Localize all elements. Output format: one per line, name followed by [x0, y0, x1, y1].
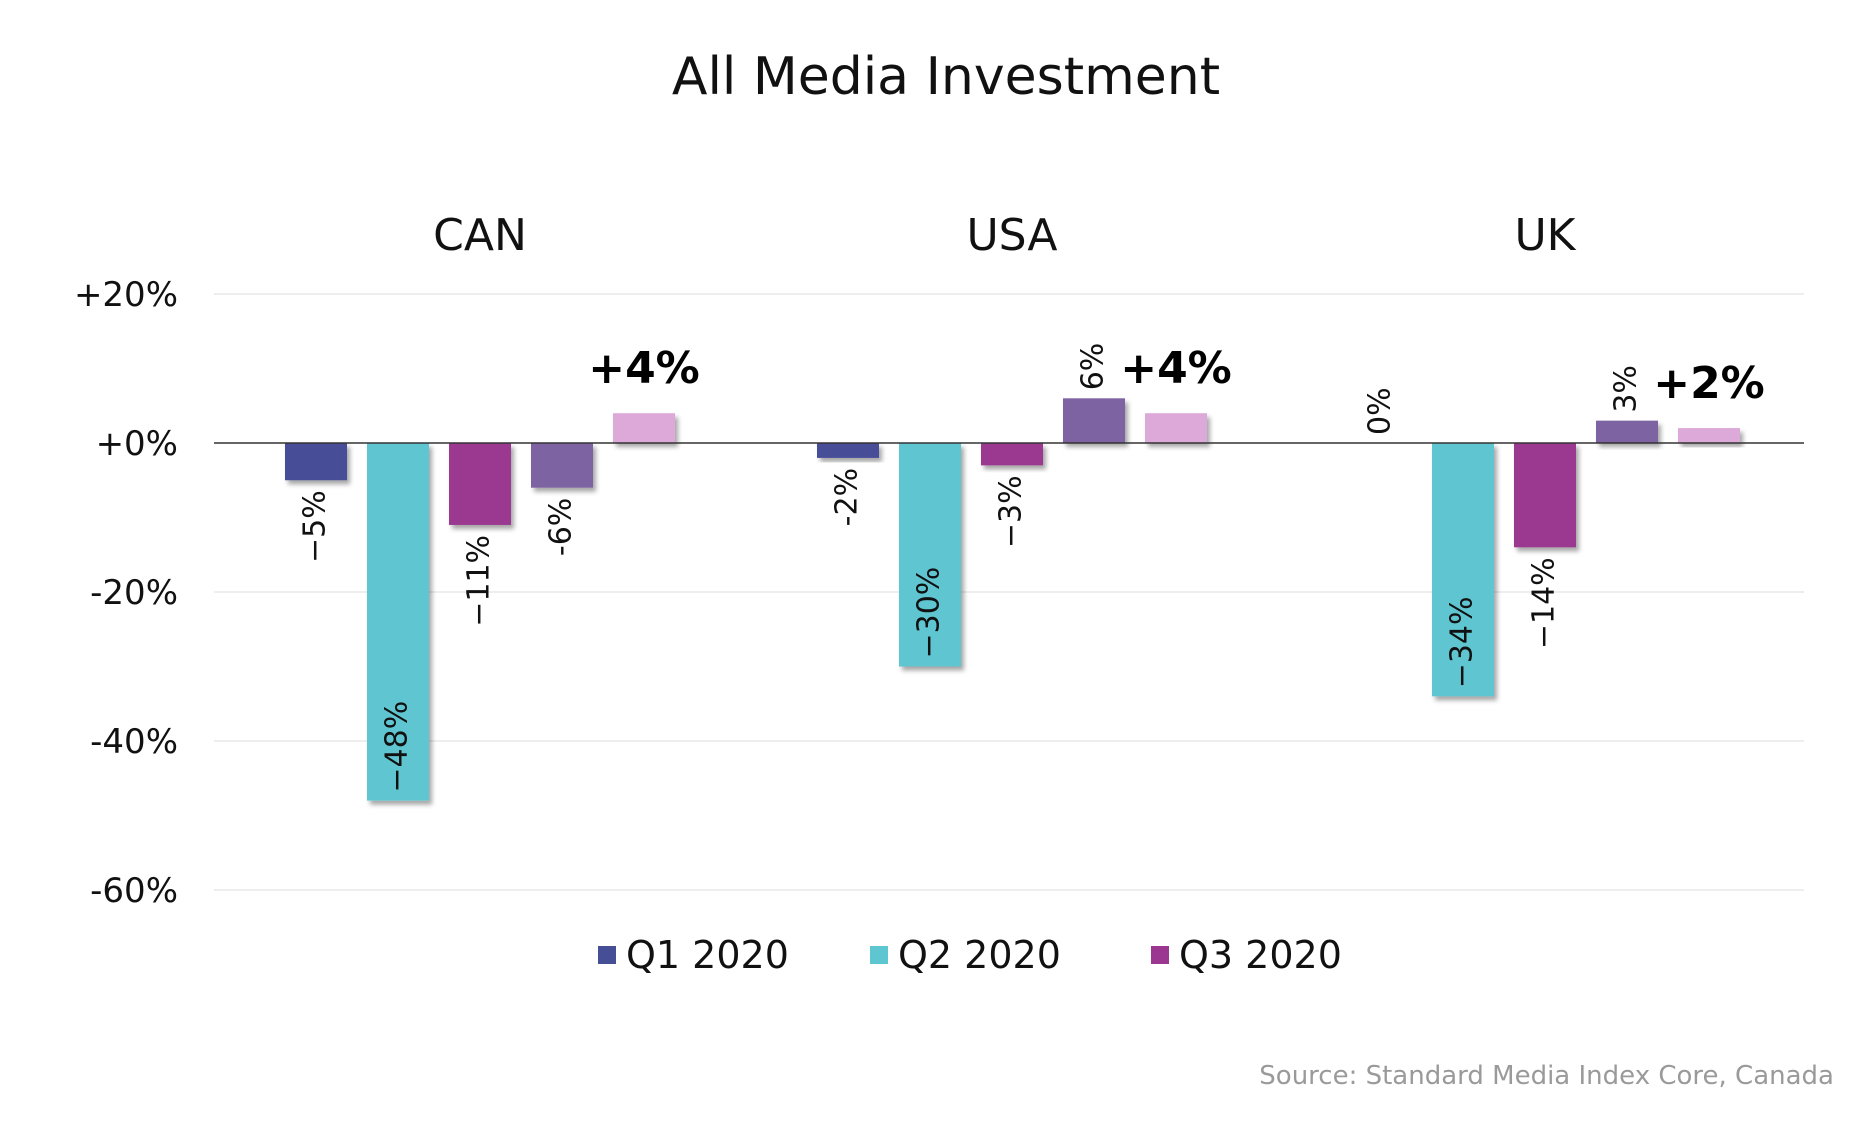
bar-uk-5 [1678, 428, 1740, 443]
bar-usa-4 [1063, 398, 1125, 443]
bar-label: 0% [1363, 387, 1398, 435]
group-labels: CAN USA UK [433, 210, 1577, 261]
bar-usa-3 [981, 443, 1043, 466]
bar-uk-4 [1596, 420, 1658, 443]
bars [285, 398, 1740, 801]
y-tick-label: +0% [96, 424, 178, 464]
bar-label: 6% [1076, 343, 1111, 391]
legend-entry-1: Q1 2020 [626, 933, 789, 977]
legend: Q1 2020 Q2 2020 Q3 2020 [598, 933, 1342, 977]
y-tick-label: -40% [90, 722, 178, 762]
bar-can-5 [613, 413, 675, 443]
y-tick-label: -20% [90, 573, 178, 613]
bar-label-highlight: +2% [1653, 358, 1765, 409]
bar-label: −14% [1527, 557, 1562, 649]
bar-can-4 [531, 443, 593, 488]
bar-label-highlight: +4% [1120, 343, 1232, 394]
bar-usa-5 [1145, 413, 1207, 443]
source-note: Source: Standard Media Index Core, Canad… [1259, 1061, 1834, 1091]
bar-label: −48% [380, 701, 415, 793]
bar-label: −30% [912, 567, 947, 659]
bar-label-highlight: +4% [588, 343, 700, 394]
bar-label: -6% [544, 498, 579, 556]
bar-label: −11% [462, 535, 497, 627]
bar-can-2 [367, 443, 429, 801]
bar-label: −5% [298, 490, 333, 563]
bar-label: −3% [994, 475, 1029, 548]
bar-label: 3% [1609, 365, 1644, 413]
legend-entry-2: Q2 2020 [898, 933, 1061, 977]
legend-swatch-1 [598, 946, 616, 964]
bar-uk-2 [1432, 443, 1494, 697]
group-label-can: CAN [433, 210, 527, 261]
bar-can-1 [285, 443, 347, 481]
bar-label: -2% [830, 468, 865, 526]
y-tick-label: -60% [90, 871, 178, 911]
legend-swatch-2 [870, 946, 888, 964]
bar-usa-2 [899, 443, 961, 667]
gridlines [214, 293, 1804, 891]
y-axis-tick-labels: +20% +0% -20% -40% -60% [74, 275, 178, 911]
bar-can-3 [449, 443, 511, 525]
bar-uk-3 [1514, 443, 1576, 548]
y-tick-label: +20% [74, 275, 178, 315]
data-labels: −5%−48%−11%-6%+4%-2%−30%−3%6% +4%0%−34% −1… [298, 343, 1765, 793]
legend-swatch-3 [1151, 946, 1169, 964]
group-label-usa: USA [966, 210, 1057, 261]
bar-usa-1 [817, 443, 879, 458]
group-label-uk: UK [1514, 210, 1576, 261]
legend-entry-3: Q3 2020 [1179, 933, 1342, 977]
chart-title: All Media Investment [672, 47, 1220, 107]
bar-label: −34% [1445, 596, 1480, 688]
